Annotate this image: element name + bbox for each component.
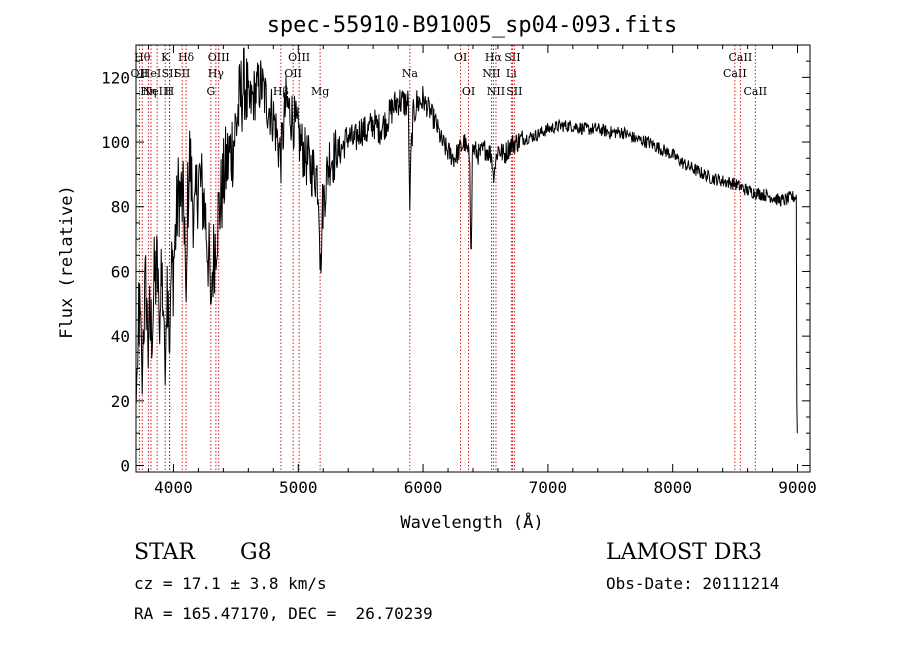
emission-line-label: SII [506, 85, 522, 98]
emission-line-label: NII [482, 67, 500, 80]
x-tick-label: 7000 [529, 478, 568, 497]
emission-line-label: OI [462, 85, 475, 98]
x-tick-label: 6000 [404, 478, 443, 497]
y-tick-label: 100 [101, 133, 130, 152]
emission-line-label: CaII [723, 67, 747, 80]
emission-line-label: G [206, 85, 215, 98]
emission-line-label: OII [284, 67, 302, 80]
spectrum-line [135, 47, 798, 434]
axes: 4000 5000 6000 7000 8000 9000 0 20 40 60 80 100 120 [101, 45, 817, 497]
y-tick-label: 120 [101, 68, 130, 87]
emission-line-label: OI [454, 51, 467, 64]
emission-line-label: Hα [485, 51, 503, 64]
emission-line-label: Na [402, 67, 419, 80]
plot-frame [135, 44, 811, 473]
object-subclass: G8 [240, 540, 272, 565]
emission-line-label: SII [162, 67, 178, 80]
x-tick-label: 9000 [778, 478, 817, 497]
emission-line-label: OIII [208, 51, 230, 64]
emission-line-label: Hγ [208, 67, 225, 80]
emission-line-label: CaII [743, 85, 767, 98]
emission-line-label: HeI [141, 67, 161, 80]
emission-line-label: OIII [288, 51, 310, 64]
coordinates: RA = 165.47170, DEC = 26.70239 [134, 604, 433, 623]
emission-line-markers: OIIHθHηHeINeIIIKHSIIHδSIIGHγOIIIHβOIIOII… [131, 45, 767, 472]
x-axis-label: Wavelength (Å) [400, 511, 543, 533]
emission-line-label: K [161, 51, 170, 64]
x-tick-label: 5000 [279, 478, 318, 497]
emission-line-label: Mg [311, 85, 329, 98]
chart-title: spec-55910-B91005_sp04-093.fits [267, 13, 678, 38]
x-tick-label: 4000 [154, 478, 193, 497]
y-tick-label: 40 [111, 327, 130, 346]
y-tick-label: 80 [111, 198, 130, 217]
x-tick-label: 8000 [653, 478, 692, 497]
emission-line-label: Li [506, 67, 517, 80]
spectrum-series [135, 47, 798, 434]
survey-name: LAMOST DR3 [606, 540, 762, 565]
emission-line-label: NeIII [143, 85, 172, 98]
y-axis-label: Flux (relative) [57, 185, 77, 339]
observation-date: Obs-Date: 20111214 [606, 574, 780, 593]
object-class: STAR [134, 540, 195, 565]
y-tick-label: 0 [120, 457, 130, 476]
emission-line-label: OII [131, 67, 149, 80]
redshift-velocity: cz = 17.1 ± 3.8 km/s [134, 574, 327, 593]
emission-line-label: NII [487, 85, 505, 98]
y-tick-label: 60 [111, 262, 130, 281]
emission-line-label: SII [174, 67, 190, 80]
emission-line-label: Hδ [178, 51, 195, 64]
emission-line-label: Hη [140, 85, 156, 98]
emission-line-label: SII [504, 51, 520, 64]
y-tick-label: 20 [111, 392, 130, 411]
emission-line-label: CaII [729, 51, 753, 64]
